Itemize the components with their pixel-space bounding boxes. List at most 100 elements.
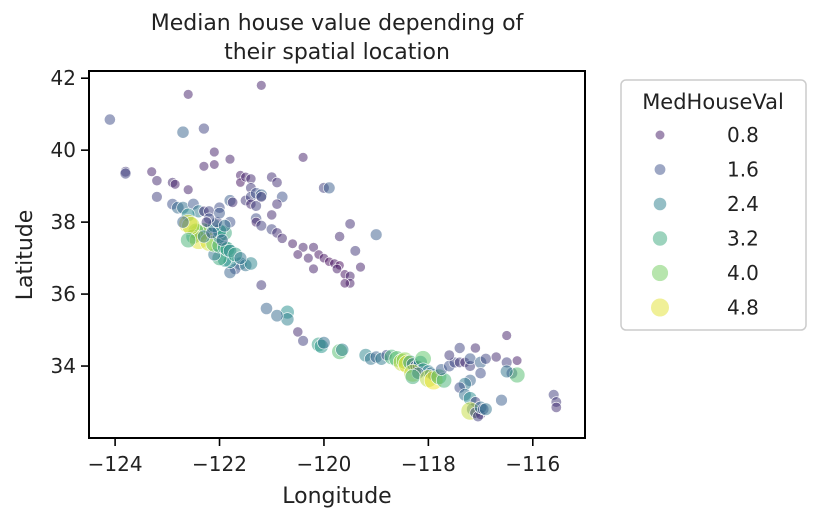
data-point [276,232,288,244]
data-point [308,263,319,275]
data-point [334,231,345,242]
legend-marker [654,129,666,141]
legend-frame [620,79,807,331]
legend-entries: 0.8 1.6 2.4 3.2 4.0 4.8 [650,123,759,320]
data-point [271,198,283,210]
data-point [474,367,487,380]
plot-area-frame [88,70,586,439]
data-points [104,80,562,423]
legend-label: 1.6 [727,158,759,182]
data-point [146,166,157,177]
data-point [233,251,248,265]
data-point [119,167,132,180]
data-point [349,245,361,257]
y-tick-label: 40 [51,138,76,162]
data-point [176,215,190,229]
data-point [292,249,303,260]
data-point [331,263,343,275]
x-axis-ticks: −124 −122 −120 −118 −116 [88,438,560,476]
legend-label: 2.4 [727,192,759,216]
data-point [213,207,226,220]
data-point [479,402,493,416]
data-point [511,355,523,366]
legend-marker [653,197,667,211]
data-point [198,161,210,172]
data-point [370,228,383,241]
legend-label: 0.8 [727,123,759,147]
data-point [227,196,239,208]
legend-title: MedHouseVal [642,90,784,114]
data-point [344,218,356,230]
chart-title-line-2: their spatial location [224,40,450,65]
data-point [151,175,163,187]
data-point [501,330,512,341]
legend-marker [651,264,669,282]
data-point [297,335,309,347]
data-point [256,80,267,91]
x-tick-label: −120 [296,452,351,476]
data-point [151,191,163,203]
data-point [500,364,514,379]
data-point [183,89,194,100]
data-point [205,226,218,240]
data-point [176,125,190,139]
x-tick-label: −118 [401,452,456,476]
data-point [308,242,319,253]
data-point [479,352,492,365]
legend-label: 4.0 [727,261,759,285]
data-point [200,216,213,228]
data-point [404,368,421,385]
legend-label: 4.8 [727,296,759,320]
x-tick-label: −116 [505,452,560,476]
data-point [339,278,350,289]
data-point [266,209,278,221]
data-point [464,352,477,365]
legend-marker [650,297,670,318]
data-point [297,242,309,253]
data-point [218,219,232,233]
data-point [209,146,220,158]
data-point [303,252,314,264]
data-point [169,179,181,190]
data-point [255,279,267,291]
data-point [270,309,284,323]
data-point [495,394,508,407]
y-tick-label: 38 [51,210,76,234]
legend-marker [652,230,668,247]
data-point [183,184,194,195]
legend-marker [653,163,666,176]
y-axis-ticks: 34 36 38 40 42 [51,66,89,378]
data-point [287,238,298,249]
data-point [260,302,273,315]
data-point [335,342,350,357]
data-point [443,349,455,361]
data-point [323,181,336,195]
data-point [180,232,197,249]
data-point [297,152,309,163]
x-tick-label: −122 [192,452,247,476]
y-tick-label: 36 [51,282,76,306]
legend-label: 3.2 [727,227,759,251]
data-point [255,191,267,203]
y-tick-label: 34 [51,354,76,378]
data-point [490,351,502,363]
data-point [250,200,262,212]
data-point [317,336,331,350]
data-point [453,342,466,354]
data-point [198,122,210,135]
data-point [355,261,366,273]
data-point [215,233,229,247]
data-point [224,154,236,165]
data-point [469,342,481,354]
chart-title-line-1: Median house value depending of [151,11,525,36]
data-point [255,220,267,232]
data-point [271,177,283,189]
legend: MedHouseVal 0.8 1.6 2.4 3.2 4.0 4.8 [620,79,807,331]
y-tick-label: 42 [51,66,76,90]
x-tick-label: −124 [88,452,143,476]
y-axis-label: Latitude [13,210,38,301]
x-axis-label: Longitude [282,484,391,509]
data-point [292,326,304,338]
data-point [104,113,116,126]
